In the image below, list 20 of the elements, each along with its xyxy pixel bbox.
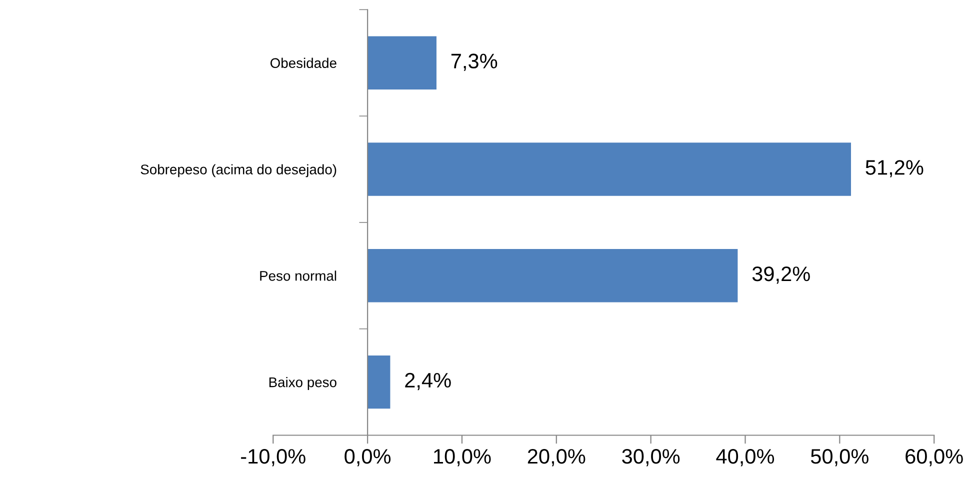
x-tick-label: 40,0% [716,448,774,466]
x-tick-label: 60,0% [906,448,963,466]
y-tick-label: Obesidade [270,58,336,68]
data-label: 39,2% [752,266,810,284]
bar [368,249,738,302]
bar [368,355,390,409]
y-tick-label: Sobrepeso (acima do desejado) [140,164,336,178]
x-tick-label: 20,0% [528,448,586,466]
data-label: 51,2% [866,160,924,178]
y-tick-label: Peso normal [260,270,336,281]
data-label: 7,3% [451,54,498,71]
x-tick-label: 10,0% [434,448,491,466]
x-tick-label: 30,0% [622,448,680,466]
bar [368,142,851,196]
data-label: 2,4% [405,372,451,390]
x-tick-label: 50,0% [810,448,868,466]
x-tick-label: -10,0% [241,448,306,466]
x-tick-label: 0,0% [344,448,391,466]
y-tick-label: Baixo peso [269,377,336,390]
bar [368,36,436,90]
